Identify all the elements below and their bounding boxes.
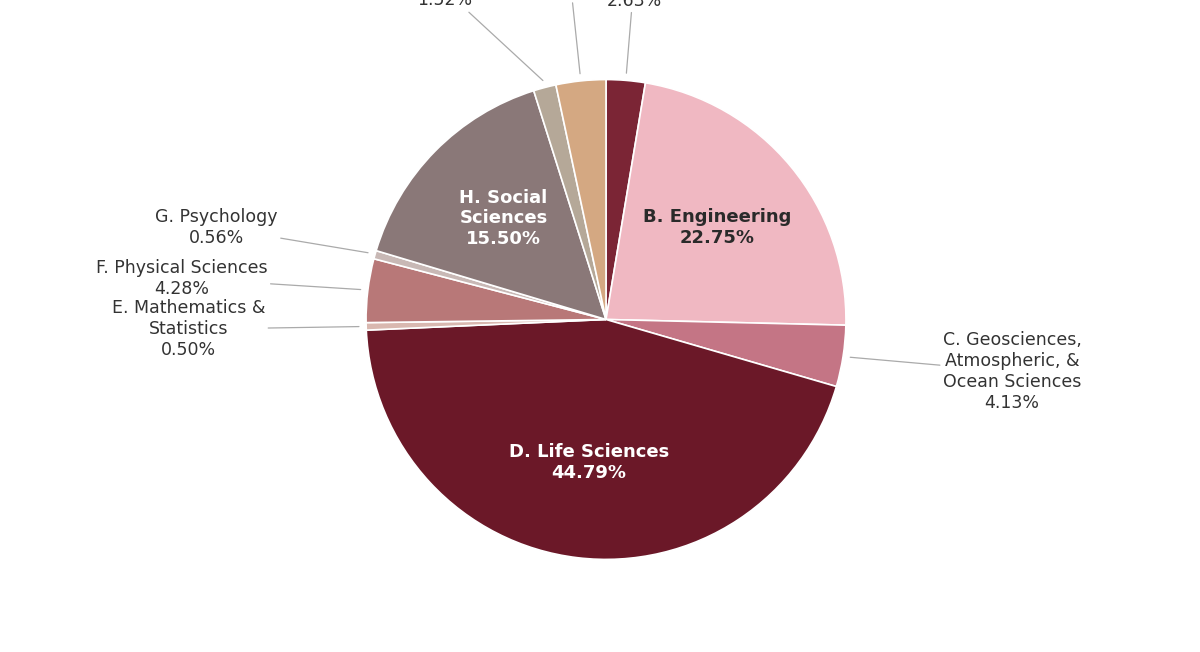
Text: F. Physical Sciences
4.28%: F. Physical Sciences 4.28% [96, 259, 361, 297]
Text: E. Mathematics &
Statistics
0.50%: E. Mathematics & Statistics 0.50% [112, 299, 359, 359]
Text: D. Life Sciences
44.79%: D. Life Sciences 44.79% [509, 443, 668, 482]
Text: I. Other Sciences
1.52%: I. Other Sciences 1.52% [371, 0, 542, 81]
Wedge shape [374, 250, 606, 319]
Wedge shape [366, 259, 606, 323]
Text: J. Non-S&E Fields,
3.35%: J. Non-S&E Fields, 3.35% [493, 0, 647, 74]
Wedge shape [534, 85, 606, 319]
Wedge shape [366, 319, 606, 330]
Wedge shape [606, 80, 646, 319]
Wedge shape [366, 319, 836, 559]
Wedge shape [606, 83, 846, 325]
Wedge shape [606, 319, 846, 387]
Text: H. Social
Sciences
15.50%: H. Social Sciences 15.50% [460, 188, 547, 248]
Wedge shape [556, 80, 606, 319]
Text: G. Psychology
0.56%: G. Psychology 0.56% [156, 208, 368, 253]
Wedge shape [376, 91, 606, 319]
Text: B. Engineering
22.75%: B. Engineering 22.75% [643, 209, 791, 247]
Text: C. Geosciences,
Atmospheric, &
Ocean Sciences
4.13%: C. Geosciences, Atmospheric, & Ocean Sci… [851, 331, 1081, 412]
Text: A. Computer &
Information Sciences
2.63%: A. Computer & Information Sciences 2.63% [542, 0, 726, 73]
